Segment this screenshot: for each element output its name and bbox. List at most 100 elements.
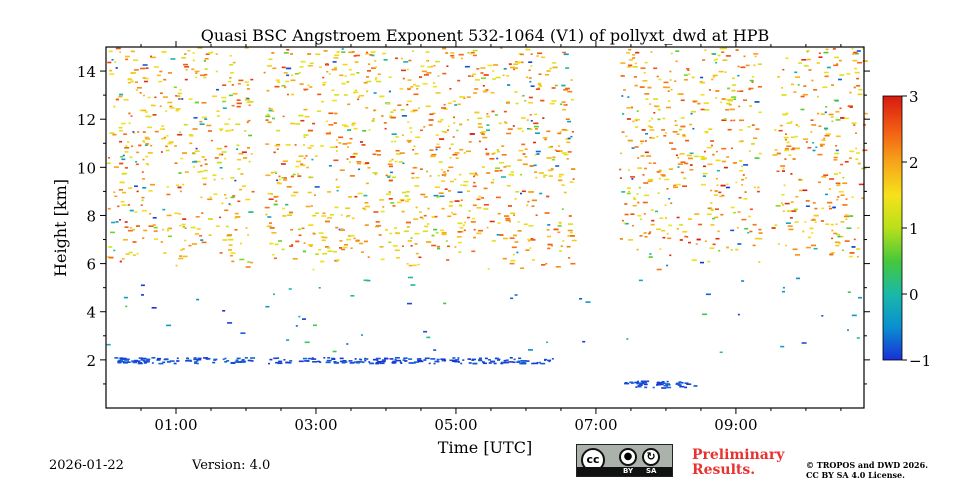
low-layer-pixel: [176, 360, 179, 362]
data-pixel: [659, 217, 664, 219]
data-pixel: [849, 252, 855, 254]
preliminary-line1: Preliminary: [692, 447, 785, 463]
data-pixel: [152, 114, 157, 116]
data-pixel: [154, 238, 158, 240]
data-pixel: [682, 134, 686, 136]
data-pixel: [412, 109, 418, 112]
data-pixel: [361, 251, 364, 253]
data-pixel: [502, 257, 507, 260]
data-pixel: [783, 184, 786, 187]
data-pixel: [192, 59, 195, 62]
data-pixel: [525, 249, 530, 251]
data-pixel: [239, 258, 245, 261]
data-pixel: [562, 51, 567, 54]
data-pixel: [390, 171, 393, 174]
data-pixel: [637, 167, 643, 169]
data-pixel: [505, 219, 511, 222]
data-pixel: [463, 184, 466, 186]
data-pixel: [712, 76, 715, 78]
data-pixel: [335, 146, 338, 148]
data-pixel: [129, 156, 133, 159]
low-layer-pixel: [508, 361, 514, 363]
data-pixel: [177, 92, 182, 95]
data-pixel: [541, 56, 546, 59]
data-pixel: [830, 223, 834, 226]
data-pixel: [330, 146, 335, 149]
data-pixel: [472, 73, 476, 76]
data-pixel: [411, 172, 415, 175]
data-pixel: [107, 207, 111, 210]
data-pixel: [640, 218, 643, 221]
data-pixel: [680, 125, 686, 128]
data-pixel: [732, 84, 736, 86]
data-pixel: [276, 179, 279, 182]
data-pixel: [331, 99, 337, 102]
data-pixel: [633, 198, 637, 200]
data-pixel: [784, 147, 789, 150]
data-pixel: [108, 256, 114, 259]
data-pixel: [406, 103, 409, 106]
data-pixel: [656, 228, 662, 230]
data-pixel: [675, 154, 678, 157]
data-pixel: [812, 142, 815, 144]
data-pixel: [745, 177, 748, 179]
low-layer-pixel: [176, 357, 179, 360]
data-pixel: [510, 297, 514, 300]
data-pixel: [309, 86, 313, 88]
data-pixel: [627, 66, 632, 68]
data-pixel: [568, 257, 571, 259]
data-pixel: [825, 223, 830, 225]
data-pixel: [677, 166, 680, 168]
data-pixel: [472, 49, 478, 52]
data-pixel: [861, 197, 865, 199]
data-pixel: [392, 205, 396, 207]
data-pixel: [154, 130, 159, 133]
data-pixel: [802, 230, 805, 233]
data-pixel: [147, 96, 151, 99]
data-pixel: [670, 88, 673, 91]
data-pixel: [318, 249, 322, 251]
data-pixel: [513, 67, 518, 69]
low-layer-pixel: [377, 361, 382, 363]
data-pixel: [140, 284, 145, 287]
data-pixel: [471, 75, 474, 77]
data-pixel: [195, 76, 198, 79]
data-pixel: [245, 227, 248, 229]
low-layer-pixel: [354, 358, 357, 360]
data-pixel: [197, 47, 203, 49]
data-pixel: [725, 109, 730, 111]
data-pixel: [726, 183, 729, 186]
data-pixel: [244, 130, 247, 132]
data-pixel: [751, 143, 755, 145]
data-pixel: [178, 172, 182, 174]
data-pixel: [312, 232, 315, 235]
data-pixel: [179, 190, 182, 193]
data-pixel: [753, 186, 756, 189]
data-pixel: [560, 245, 563, 247]
data-pixel: [570, 79, 573, 81]
data-pixel: [284, 86, 287, 89]
data-pixel: [390, 202, 395, 204]
data-pixel: [521, 143, 526, 146]
cc-license-badge[interactable]: cc ● ↻ BY SA: [576, 444, 673, 477]
data-pixel: [144, 77, 149, 80]
data-pixel: [450, 143, 454, 146]
data-pixel: [737, 313, 740, 316]
low-layer-late-pixel: [656, 382, 660, 384]
data-pixel: [407, 240, 412, 242]
data-pixel: [486, 124, 490, 126]
data-pixel: [108, 246, 113, 248]
data-pixel: [460, 199, 463, 201]
data-pixel: [143, 141, 146, 143]
data-pixel: [559, 250, 563, 252]
data-pixel: [559, 131, 562, 133]
data-pixel: [351, 124, 355, 126]
low-layer-pixel: [123, 357, 127, 360]
data-pixel: [449, 201, 454, 203]
data-pixel: [322, 81, 327, 84]
data-pixel: [844, 161, 849, 163]
data-pixel: [341, 51, 346, 53]
data-pixel: [544, 138, 547, 141]
data-pixel: [396, 257, 400, 259]
data-pixel: [524, 156, 528, 158]
